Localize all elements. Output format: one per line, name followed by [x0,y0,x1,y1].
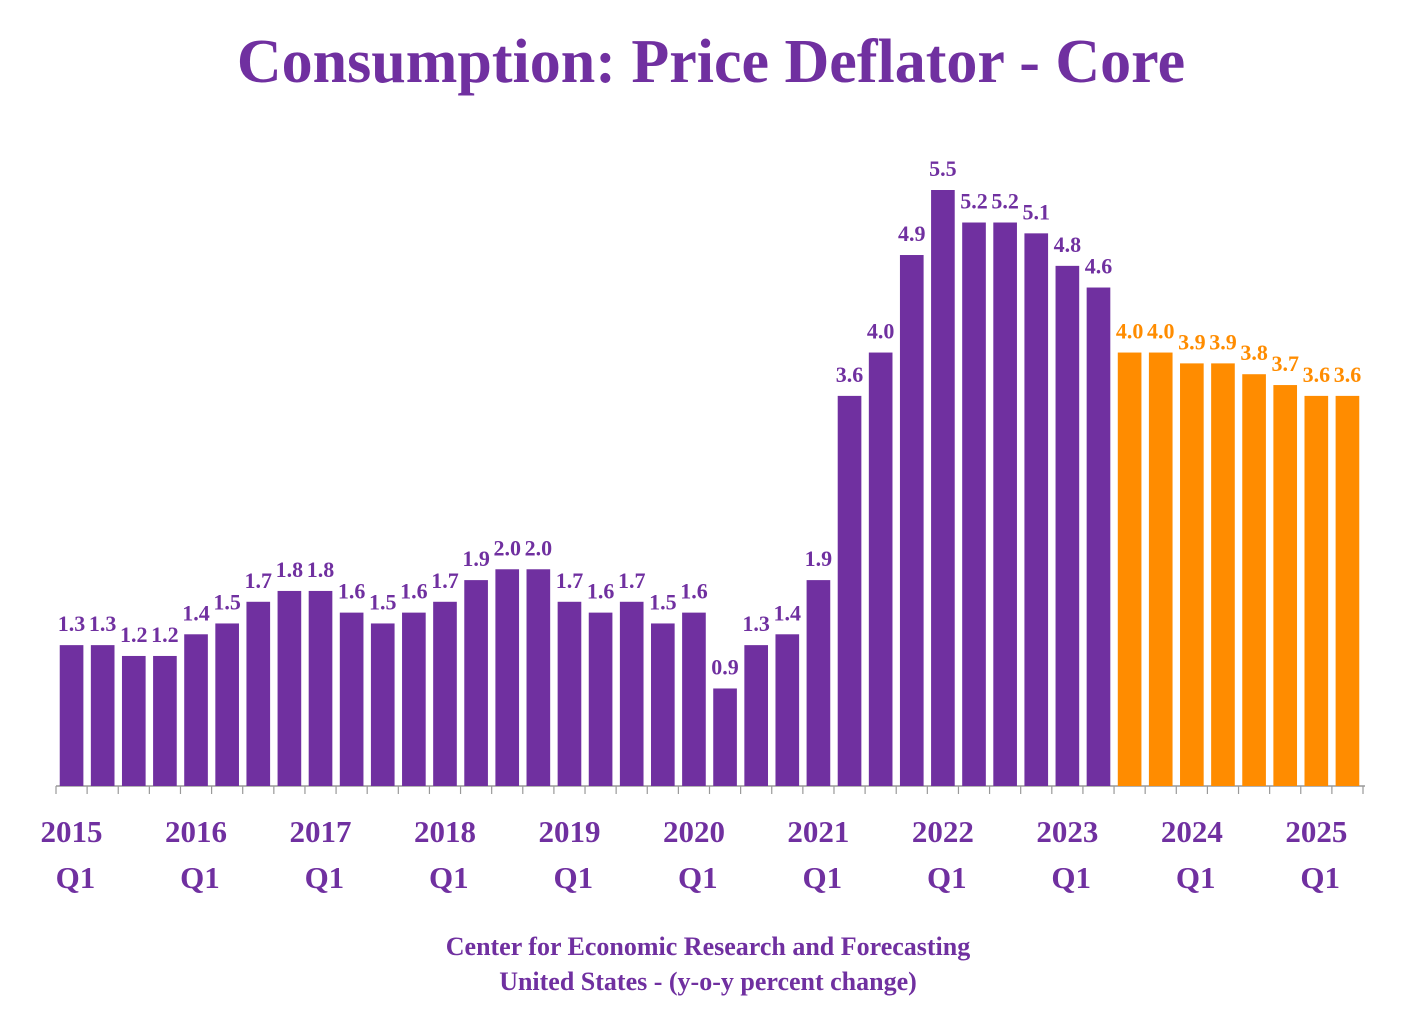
x-tick-label: 2017 Q1 [290,814,352,895]
value-label: 3.6 [1334,362,1362,387]
value-label: 3.6 [1303,362,1331,387]
value-label: 1.9 [805,546,833,571]
bar [153,655,177,786]
bar [650,623,675,786]
value-label: 1.6 [400,579,428,604]
value-label: 1.9 [462,546,490,571]
bar [682,612,706,786]
value-label: 5.5 [929,156,957,181]
value-label: 1.7 [556,568,584,593]
bar [931,190,955,786]
footer: United States - (y-o-y percent change) [499,967,917,996]
bar [1304,395,1329,786]
bar [308,590,333,786]
x-tick-label: 2022 Q1 [912,814,974,895]
bar [775,634,800,786]
bar [402,612,426,786]
bar [1148,352,1173,786]
value-label: 1.7 [245,568,273,593]
x-tick-label: 2016 Q1 [165,814,227,895]
x-tick-label: 2015 Q1 [41,814,103,895]
bar [1211,363,1235,786]
value-label: 5.1 [1023,199,1051,224]
x-tick-label: 2019 Q1 [538,814,600,895]
bar [339,612,364,786]
x-tick-label: 2020 Q1 [663,814,725,895]
value-label: 1.3 [89,611,117,636]
bar [899,255,924,786]
value-label: 1.8 [276,557,304,582]
bar [1086,287,1111,786]
value-label: 3.9 [1209,329,1237,354]
bar [1180,363,1204,786]
value-label: 4.9 [898,221,926,246]
value-label: 1.2 [120,622,148,647]
bar [370,623,395,786]
value-label: 2.0 [493,535,521,560]
bar [1117,352,1142,786]
value-label: 1.2 [151,622,179,647]
chart-title: Consumption: Price Deflator - Core [237,28,1185,96]
value-label: 4.0 [1147,319,1175,344]
value-label: 2.0 [525,535,553,560]
value-label: 5.2 [960,189,988,214]
bar [184,634,208,786]
value-label: 4.0 [867,319,895,344]
x-tick-label: 2018 Q1 [414,814,476,895]
x-tick-label: 2025 Q1 [1285,814,1347,895]
value-label: 1.3 [742,611,770,636]
bar [90,645,115,786]
bar [246,601,271,786]
value-label: 3.7 [1271,351,1299,376]
bar [837,395,862,786]
bar [1024,233,1049,786]
bar [433,601,457,786]
bar [1273,385,1298,786]
value-label: 0.9 [711,654,739,679]
bar [588,612,613,786]
x-tick-label: 2023 Q1 [1036,814,1098,895]
value-label: 1.4 [774,600,802,625]
value-label: 3.8 [1240,340,1268,365]
value-label: 5.2 [991,189,1019,214]
bar [495,569,520,786]
value-label: 4.6 [1085,254,1113,279]
value-label: 1.6 [680,579,708,604]
bar [713,688,737,786]
bar [526,569,551,786]
bar [1242,374,1266,786]
bar [993,222,1017,786]
value-label: 4.8 [1054,232,1082,257]
bar [59,645,84,786]
value-label: 1.5 [369,589,397,614]
bar [1335,395,1360,786]
value-label: 1.5 [649,589,677,614]
x-tick-label: 2021 Q1 [787,814,849,895]
footer: Center for Economic Research and Forecas… [446,932,971,961]
value-label: 1.4 [182,600,210,625]
bar [121,655,146,786]
bar [962,222,986,786]
value-label: 4.0 [1116,319,1144,344]
bar [619,601,644,786]
value-label: 1.7 [431,568,459,593]
bar [868,352,893,786]
value-label: 1.6 [587,579,615,604]
value-label: 1.7 [618,568,646,593]
value-label: 1.3 [58,611,86,636]
value-label: 1.8 [307,557,335,582]
x-tick-label: 2024 Q1 [1161,814,1223,895]
value-label: 3.9 [1178,329,1206,354]
value-label: 1.5 [213,589,241,614]
bar [744,645,769,786]
bar [1055,265,1080,786]
value-label: 1.6 [338,579,366,604]
value-label: 3.6 [836,362,864,387]
bar [464,580,488,786]
bar [806,580,831,786]
bar [277,590,302,786]
bar [215,623,239,786]
bar [557,601,582,786]
